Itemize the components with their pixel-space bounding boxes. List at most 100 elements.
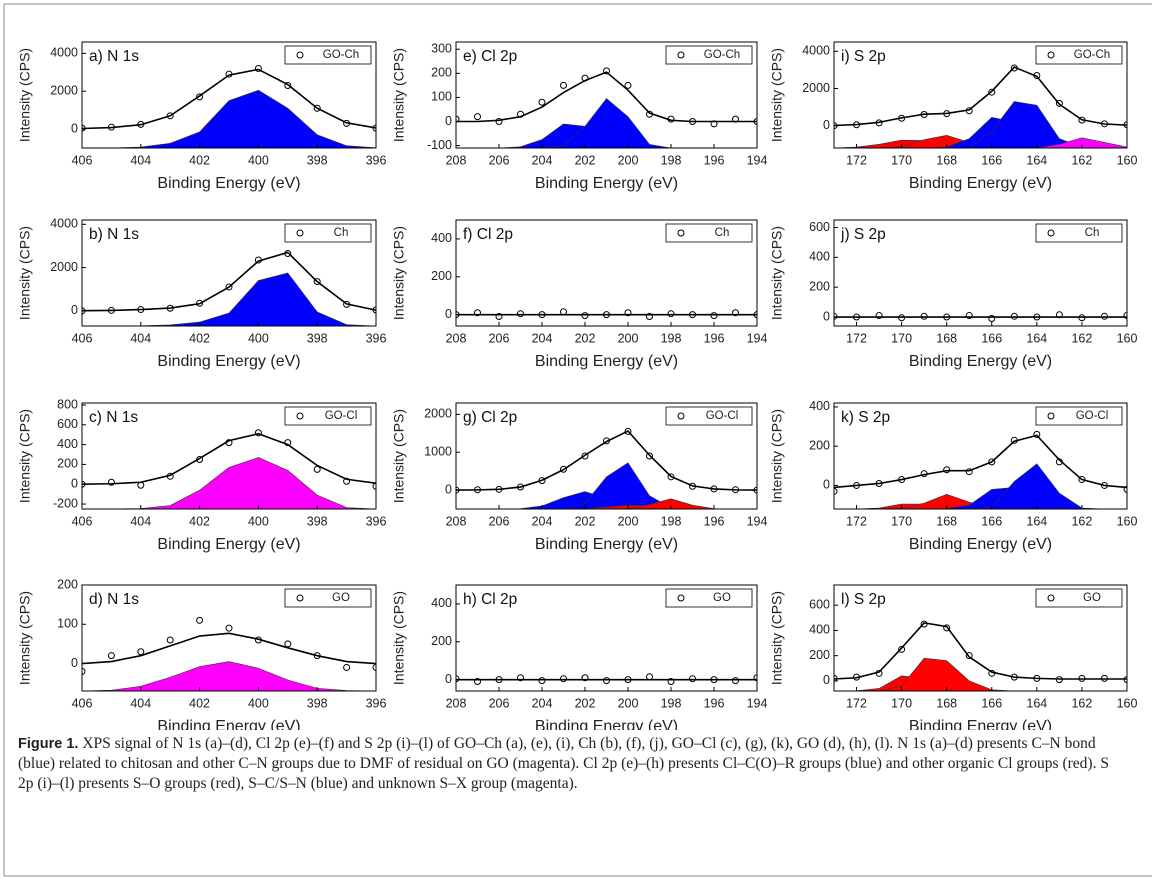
- legend-label: GO-Cl: [706, 410, 739, 422]
- x-tick-label: 206: [489, 331, 510, 345]
- x-axis-label: Binding Energy (eV): [909, 718, 1052, 730]
- x-tick-label: 208: [446, 696, 467, 710]
- data-point: [875, 312, 883, 320]
- fit-line: [834, 434, 1127, 489]
- data-point: [1055, 99, 1063, 107]
- plot-area: [456, 67, 757, 148]
- x-tick-label: 204: [532, 696, 553, 710]
- x-tick-label: 196: [704, 514, 725, 528]
- x-tick-label: 208: [446, 514, 467, 528]
- data-point: [920, 470, 928, 478]
- data-point: [107, 652, 115, 660]
- legend-marker: [296, 594, 304, 602]
- legend-marker: [1047, 412, 1055, 420]
- x-tick-label: 162: [1071, 331, 1092, 345]
- x-tick-label: 208: [446, 331, 467, 345]
- x-tick-label: 172: [846, 331, 867, 345]
- data-point: [456, 675, 460, 683]
- data-point: [313, 465, 321, 473]
- data-point: [284, 439, 292, 447]
- y-axis-label: Intensity (CPS): [769, 591, 785, 685]
- data-point: [581, 452, 589, 460]
- data-point: [943, 466, 951, 474]
- x-tick-label: 166: [981, 696, 1002, 710]
- data-point: [495, 485, 503, 493]
- x-axis-label: Binding Energy (eV): [157, 353, 300, 370]
- data-point: [538, 477, 546, 485]
- data-point: [137, 306, 145, 314]
- data-point: [560, 81, 567, 89]
- axes-box: [81, 584, 377, 692]
- plot-area: [834, 311, 1127, 323]
- data-point: [313, 652, 321, 660]
- x-tick-label: 166: [981, 153, 1002, 167]
- axes-box: [833, 402, 1128, 510]
- data-point: [853, 673, 861, 681]
- y-tick-label: 400: [431, 596, 452, 610]
- data-point: [225, 624, 233, 632]
- x-tick-label: 170: [891, 331, 912, 345]
- data-point: [965, 312, 973, 320]
- data-point: [284, 250, 292, 258]
- x-tick-label: 198: [661, 696, 682, 710]
- panel-title: a) N 1s: [89, 48, 139, 65]
- y-axis-label: Intensity (CPS): [17, 48, 33, 142]
- y-tick-label: 0: [71, 656, 78, 670]
- y-tick-label: -200: [53, 496, 78, 510]
- component-area: [834, 487, 1127, 509]
- x-axis-label: Binding Energy (eV): [535, 175, 678, 192]
- panel: 0 2000 4000 172 170 168 166 164 162 160 Binding En…: [769, 41, 1137, 192]
- data-point: [875, 479, 883, 487]
- legend-label: GO-Ch: [1074, 49, 1110, 61]
- x-tick-label: 164: [1026, 514, 1047, 528]
- data-point: [667, 115, 675, 123]
- y-tick-label: 400: [809, 623, 830, 637]
- legend-label: GO: [1083, 592, 1101, 604]
- panel: 0 200 400 600 172 170 168 166 164 162 160 Binding E…: [769, 584, 1137, 730]
- panel-title: h) Cl 2p: [463, 591, 517, 608]
- component-area: [834, 116, 1127, 148]
- data-point: [82, 124, 86, 132]
- data-point: [1055, 676, 1063, 684]
- component-area: [456, 462, 757, 509]
- data-point: [1033, 313, 1041, 321]
- data-point: [646, 673, 653, 681]
- data-point: [343, 300, 351, 308]
- legend-marker: [1047, 594, 1055, 602]
- legend-box: [1035, 223, 1123, 243]
- legend-label: Ch: [715, 227, 730, 239]
- data-point: [920, 312, 928, 320]
- x-tick-label: 398: [307, 331, 328, 345]
- x-tick-label: 400: [248, 696, 269, 710]
- panel-title: k) S 2p: [841, 409, 890, 426]
- data-point: [624, 81, 632, 89]
- data-point: [517, 483, 524, 491]
- x-tick-label: 204: [532, 514, 553, 528]
- legend-box: [665, 406, 753, 426]
- legend-marker: [677, 229, 685, 237]
- caption-text: XPS signal of N 1s (a)–(d), Cl 2p (e)–(f…: [18, 735, 1109, 792]
- y-axis-label: Intensity (CPS): [391, 48, 407, 142]
- data-point: [225, 439, 233, 447]
- x-tick-label: 196: [704, 153, 725, 167]
- panel-title: e) Cl 2p: [463, 48, 517, 65]
- legend-box: [284, 406, 372, 426]
- x-tick-label: 162: [1071, 696, 1092, 710]
- data-point: [646, 452, 653, 460]
- caption: Figure 1. XPS signal of N 1s (a)–(d), Cl…: [18, 734, 1128, 794]
- axes-box: [81, 402, 377, 510]
- data-point: [196, 93, 204, 101]
- x-tick-label: 196: [704, 696, 725, 710]
- fit-line: [82, 432, 376, 486]
- y-axis-label: Intensity (CPS): [17, 409, 33, 503]
- y-tick-label: 400: [809, 250, 830, 264]
- fit-line: [82, 632, 376, 665]
- plot-area: [82, 616, 376, 691]
- x-tick-label: 396: [366, 331, 387, 345]
- data-point: [1078, 476, 1086, 484]
- data-point: [603, 67, 610, 75]
- component-area: [82, 272, 376, 326]
- x-tick-label: 172: [846, 153, 867, 167]
- legend-box: [284, 588, 372, 608]
